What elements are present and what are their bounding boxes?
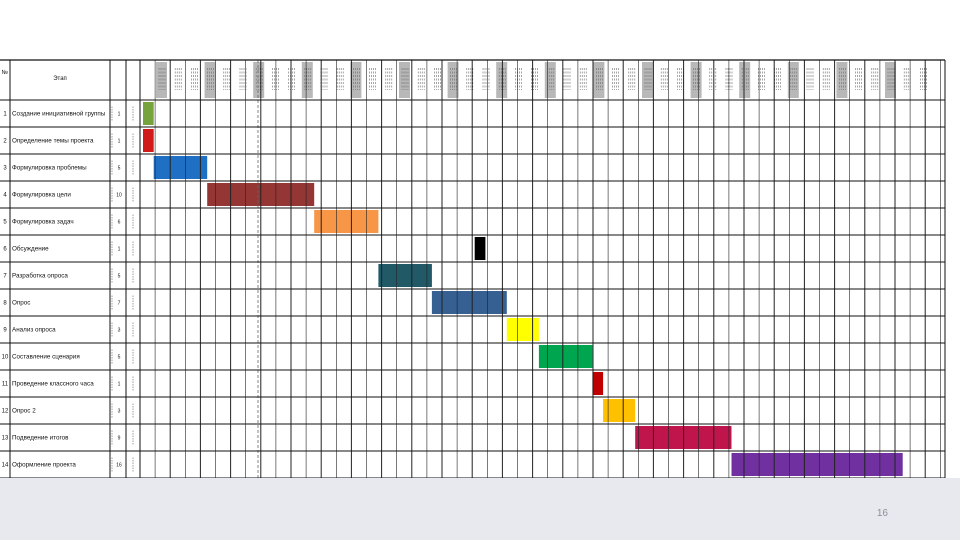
task-duration: 10 [116,193,122,199]
task-duration: 3 [118,328,121,334]
task-number: 7 [3,274,7,280]
task-number: 14 [2,463,9,469]
gantt-bar [153,156,208,179]
task-name: Формулировка цели [12,192,71,199]
gantt-bar [506,318,539,341]
task-number: 5 [3,220,7,226]
task-duration: 5 [118,355,121,361]
task-duration: 9 [118,436,121,442]
task-name: Составление сценария [12,354,80,361]
task-duration: 6 [118,220,121,226]
gantt-bar [474,237,486,260]
page-number: 16 [876,508,888,519]
task-duration: 16 [116,463,122,469]
task-name: Подведение итогов [12,435,69,442]
task-duration: 7 [118,301,121,307]
gantt-bar [603,399,636,422]
task-name: Опрос 2 [12,408,36,415]
task-name: Определение темы проекта [12,138,94,145]
task-name: Обсуждение [12,245,49,253]
task-name: Проведение классного часа [12,381,94,388]
task-number: 3 [3,166,7,172]
task-number: 9 [3,328,7,334]
gantt-bar [538,345,593,368]
header-date-cell [301,62,313,98]
task-name: Анализ опроса [12,327,56,334]
task-duration: 1 [118,247,121,253]
task-number: 1 [3,112,7,118]
header-date-cell [350,62,362,98]
header-date-cell [642,62,653,98]
task-duration: 1 [118,382,121,388]
gantt-bar [378,264,432,287]
task-duration: 1 [118,139,121,145]
header-date-cell [496,62,508,98]
task-number: 12 [2,409,9,415]
header-date-cell [787,62,799,98]
header-date-cell [204,62,216,98]
header-date-cell [253,62,265,98]
header-date-cell [593,62,605,98]
header-date-cell [399,62,410,98]
gantt-bar [143,102,154,125]
gantt-bar [314,210,379,233]
task-duration: 1 [118,112,121,118]
gantt-bar [592,372,604,395]
task-number: 11 [2,382,9,388]
gantt-bar [143,129,154,152]
task-name: Разработка опроса [12,272,68,280]
header-date-cell [885,62,896,98]
task-number: 2 [3,139,7,145]
task-number: 13 [2,436,9,442]
task-number: 6 [3,247,7,253]
header-date-cell [739,62,751,98]
header-date-cell [447,62,459,98]
header-num-label: № [2,69,8,76]
task-number: 10 [2,355,9,361]
header-date-cell [156,62,167,98]
task-name: Опрос [12,300,30,307]
task-name: Формулировка задач [12,219,74,226]
task-number: 8 [3,301,7,307]
gantt-bar [431,291,507,314]
task-duration: 3 [118,409,121,415]
task-number: 4 [3,193,7,199]
task-duration: 5 [118,166,121,172]
header-date-cell [544,62,556,98]
header-date-cell [690,62,702,98]
task-name: Формулировка проблемы [12,164,87,172]
gantt-bar [731,453,903,476]
task-duration: 5 [118,274,121,280]
task-name: Оформление проекта [12,462,76,469]
task-name: Создание инициативной группы [12,110,106,118]
header-name-label: Этап [53,76,67,82]
footer-band [0,478,960,540]
header-date-cell [836,62,848,98]
